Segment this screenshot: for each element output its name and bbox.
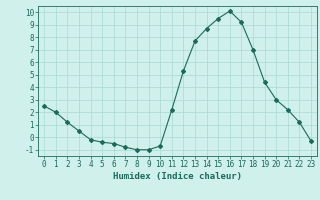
X-axis label: Humidex (Indice chaleur): Humidex (Indice chaleur) [113,172,242,181]
